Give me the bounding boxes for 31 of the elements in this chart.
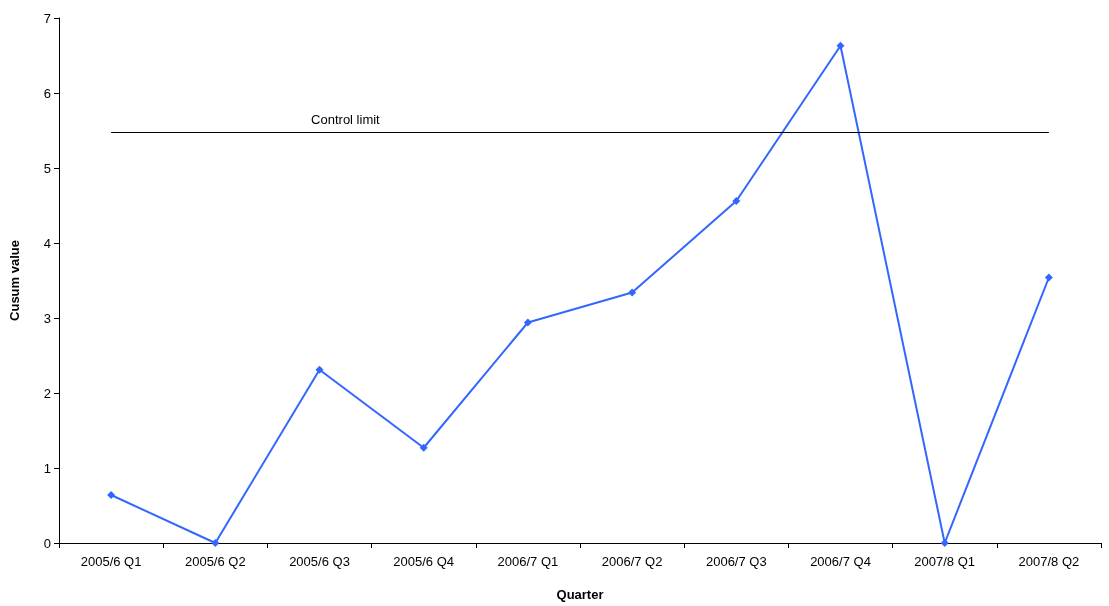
point <box>419 443 428 452</box>
x-tick-label: 2005/6 Q4 <box>393 554 455 569</box>
x-tick-label: 2005/6 Q2 <box>184 554 246 569</box>
point <box>940 539 949 547</box>
y-tick-label: 5 <box>43 160 51 176</box>
point <box>523 318 532 327</box>
x-tick-label: 2006/7 Q3 <box>705 554 767 569</box>
y-tick-label: 7 <box>43 10 51 26</box>
y-tick-label: 6 <box>43 85 51 101</box>
point <box>1044 273 1053 282</box>
x-tick-label: 2006/7 Q1 <box>497 554 559 569</box>
ref-line-label: Control limit <box>311 112 381 127</box>
y-tick-label: 1 <box>43 460 51 476</box>
x-axis-title: Quarter <box>556 587 604 602</box>
point <box>836 41 845 50</box>
point <box>107 491 116 499</box>
x-tick-label: 2005/6 Q1 <box>80 554 142 569</box>
y-tick-label: 2 <box>43 385 51 401</box>
point <box>628 288 637 297</box>
y-axis-title: Cusum value <box>7 240 22 321</box>
point <box>211 539 220 547</box>
y-tick-label: 3 <box>43 310 51 326</box>
y-tick-label: 0 <box>43 535 51 551</box>
x-tick-label: 2006/7 Q4 <box>810 554 871 569</box>
point <box>732 197 741 205</box>
x-tick-label: 2006/7 Q2 <box>601 554 663 569</box>
x-tick-label: 2007/8 Q1 <box>914 554 976 569</box>
x-tick-label: 2005/6 Q3 <box>289 554 350 569</box>
y-tick-label: 4 <box>43 235 51 251</box>
point <box>315 365 324 374</box>
x-tick-label: 2007/8 Q2 <box>1018 554 1080 569</box>
